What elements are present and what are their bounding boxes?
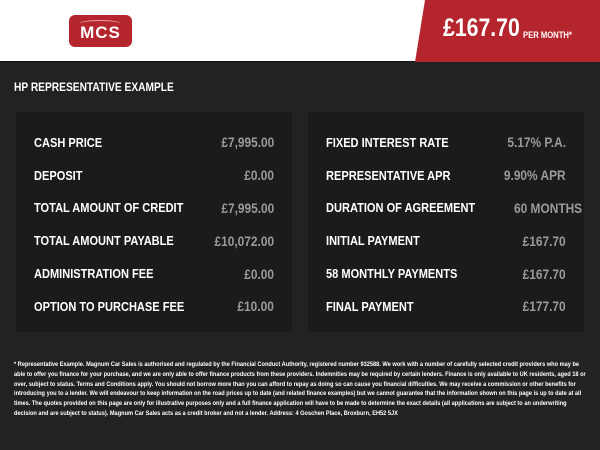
row-label: FINAL PAYMENT [326, 298, 414, 314]
row-value: £177.70 [522, 298, 566, 315]
disclaimer-footnote: * Representative Example. Magnum Car Sal… [14, 361, 586, 417]
finance-row: TOTAL AMOUNT PAYABLE £10,072.00 [34, 224, 274, 257]
finance-row: FINAL PAYMENT £177.70 [326, 290, 566, 323]
per-month-label: PER MONTH* [523, 30, 572, 40]
finance-row: 58 MONTHLY PAYMENTS £167.70 [326, 257, 566, 290]
finance-row: DURATION OF AGREEMENT 60 MONTHS [326, 192, 582, 225]
row-label: DEPOSIT [34, 167, 83, 183]
right-finance-panel: FIXED INTEREST RATE 5.17% P.A. REPRESENTA… [308, 112, 584, 332]
finance-row: OPTION TO PURCHASE FEE £10.00 [34, 290, 274, 323]
row-label: 58 MONTHLY PAYMENTS [326, 266, 458, 282]
finance-row: DEPOSIT £0.00 [34, 159, 274, 192]
section-title: HP REPRESENTATIVE EXAMPLE [14, 80, 174, 94]
finance-row: ADMINISTRATION FEE £0.00 [34, 257, 274, 290]
row-value: £0.00 [244, 265, 274, 282]
mcs-logo[interactable]: MCS [69, 15, 132, 47]
row-label: TOTAL AMOUNT PAYABLE [34, 233, 174, 249]
monthly-price-banner: £167.70 PER MONTH* [415, 0, 600, 62]
row-value: £7,995.00 [221, 134, 274, 151]
row-label: ADMINISTRATION FEE [34, 266, 154, 282]
finance-row: TOTAL AMOUNT OF CREDIT £7,995.00 [34, 192, 274, 225]
finance-row: REPRESENTATIVE APR 9.90% APR [326, 159, 566, 192]
finance-row: CASH PRICE £7,995.00 [34, 126, 274, 159]
row-value: £10.00 [237, 298, 274, 315]
row-label: CASH PRICE [34, 134, 103, 150]
row-value: 9.90% APR [504, 167, 566, 184]
row-label: OPTION TO PURCHASE FEE [34, 298, 185, 314]
row-label: TOTAL AMOUNT OF CREDIT [34, 200, 184, 216]
row-label: FIXED INTEREST RATE [326, 134, 449, 150]
row-value: £0.00 [244, 167, 274, 184]
row-value: 60 MONTHS [513, 199, 582, 216]
row-value: £7,995.00 [221, 199, 274, 216]
row-value: £10,072.00 [214, 232, 274, 249]
row-value: £167.70 [522, 232, 566, 249]
finance-row: FIXED INTEREST RATE 5.17% P.A. [326, 126, 566, 159]
car-silhouette-icon [79, 20, 121, 28]
row-label: DURATION OF AGREEMENT [326, 200, 476, 216]
left-finance-panel: CASH PRICE £7,995.00 DEPOSIT £0.00 TOTAL A… [16, 112, 292, 332]
finance-row: INITIAL PAYMENT £167.70 [326, 224, 566, 257]
row-label: INITIAL PAYMENT [326, 233, 420, 249]
row-value: £167.70 [522, 265, 566, 282]
row-value: 5.17% P.A. [507, 134, 566, 151]
row-label: REPRESENTATIVE APR [326, 167, 451, 183]
monthly-price: £167.70 [443, 14, 520, 42]
